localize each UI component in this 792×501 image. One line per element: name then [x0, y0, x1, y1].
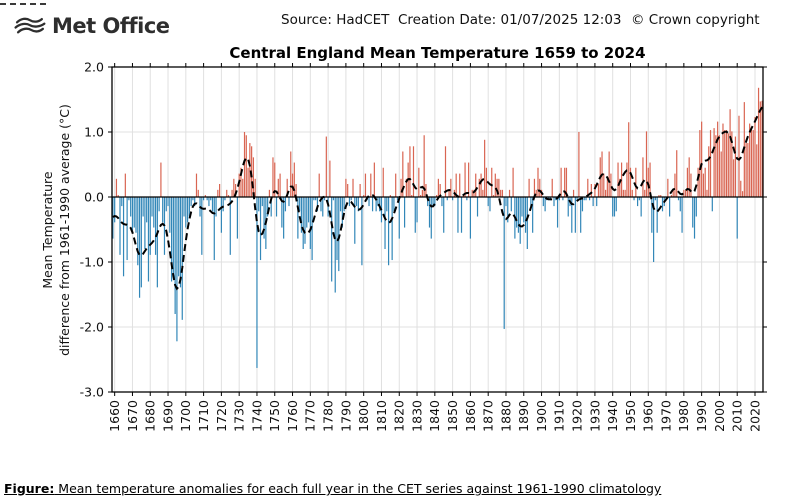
svg-text:1750: 1750 [267, 400, 282, 432]
svg-text:1.0: 1.0 [84, 124, 104, 139]
svg-text:1930: 1930 [587, 400, 602, 432]
source-line: Source: HadCET Creation Date: 01/07/2025… [281, 12, 622, 28]
svg-text:1910: 1910 [552, 400, 567, 432]
svg-text:1670: 1670 [125, 400, 140, 432]
svg-text:1870: 1870 [481, 400, 496, 432]
svg-text:1970: 1970 [658, 400, 673, 432]
svg-text:1820: 1820 [392, 400, 407, 432]
svg-text:1690: 1690 [160, 400, 175, 432]
smoothed-trend-line [112, 106, 763, 291]
svg-text:1660: 1660 [107, 400, 122, 432]
met-office-waves-icon [14, 17, 46, 34]
grid-lines [112, 67, 763, 392]
svg-text:1950: 1950 [623, 400, 638, 432]
svg-text:1680: 1680 [143, 400, 158, 432]
svg-text:1940: 1940 [605, 400, 620, 432]
svg-text:1770: 1770 [303, 400, 318, 432]
svg-text:1880: 1880 [498, 400, 513, 432]
plot-frame [111, 66, 764, 393]
svg-text:1780: 1780 [320, 400, 335, 432]
caption-prefix: Figure: [4, 481, 55, 496]
svg-text:1800: 1800 [356, 400, 371, 432]
svg-text:1920: 1920 [570, 400, 585, 432]
svg-text:0.0: 0.0 [84, 189, 104, 204]
chart-title: Central England Mean Temperature 1659 to… [229, 44, 646, 62]
svg-text:1890: 1890 [516, 400, 531, 432]
svg-text:-1.0: -1.0 [80, 254, 104, 269]
anomaly-bars [112, 87, 763, 368]
figure-caption: Figure: Mean temperature anomalies for e… [4, 481, 661, 496]
svg-text:1730: 1730 [232, 400, 247, 432]
svg-text:1990: 1990 [694, 400, 709, 432]
svg-text:1860: 1860 [463, 400, 478, 432]
met-office-logo-text: Met Office [52, 14, 170, 38]
svg-text:1720: 1720 [214, 400, 229, 432]
x-tick-labels: 1660 1670 1680 1690 1700 1710 1720 1730 1740 1750… [107, 400, 762, 432]
copyright-text: © Crown copyright [631, 12, 760, 28]
svg-text:1850: 1850 [445, 400, 460, 432]
svg-text:2010: 2010 [730, 400, 745, 432]
svg-text:1810: 1810 [374, 400, 389, 432]
svg-text:1790: 1790 [338, 400, 353, 432]
svg-text:1900: 1900 [534, 400, 549, 432]
svg-text:1740: 1740 [249, 400, 264, 432]
svg-text:1980: 1980 [676, 400, 691, 432]
axis-ticks [108, 63, 767, 396]
met-office-logo: Met Office [13, 14, 170, 38]
svg-text:2000: 2000 [712, 400, 727, 432]
svg-text:1710: 1710 [196, 400, 211, 432]
top-left-dashes-icon [0, 3, 46, 5]
svg-text:1830: 1830 [409, 400, 424, 432]
svg-text:-2.0: -2.0 [80, 319, 104, 334]
svg-text:-3.0: -3.0 [80, 384, 104, 399]
svg-text:1700: 1700 [178, 400, 193, 432]
svg-text:2020: 2020 [747, 400, 762, 432]
svg-text:1840: 1840 [427, 400, 442, 432]
svg-text:1760: 1760 [285, 400, 300, 432]
svg-text:2.0: 2.0 [84, 59, 104, 74]
y-tick-labels: 2.0 1.0 0.0 -1.0 -2.0 -3.0 [80, 59, 104, 399]
svg-text:1960: 1960 [641, 400, 656, 432]
caption-text: Mean temperature anomalies for each full… [54, 481, 662, 496]
